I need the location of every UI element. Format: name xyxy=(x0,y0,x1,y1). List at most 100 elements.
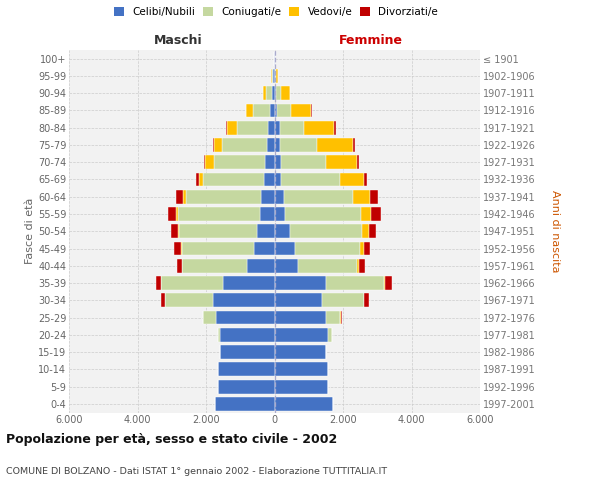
Bar xyxy=(182,259,247,272)
Bar xyxy=(322,294,364,307)
Bar xyxy=(280,138,317,152)
Bar xyxy=(203,310,216,324)
Bar xyxy=(262,190,275,203)
Bar xyxy=(334,121,336,134)
Bar xyxy=(291,104,311,118)
Bar xyxy=(275,224,290,238)
Bar xyxy=(215,397,275,411)
Bar xyxy=(216,310,275,324)
Bar xyxy=(254,242,275,256)
Bar xyxy=(362,224,368,238)
Bar xyxy=(178,224,179,238)
Y-axis label: Fasce di età: Fasce di età xyxy=(25,198,35,264)
Bar xyxy=(281,172,340,186)
Bar xyxy=(275,156,281,169)
Bar xyxy=(266,86,272,100)
Bar xyxy=(275,294,322,307)
Bar xyxy=(326,156,356,169)
Bar xyxy=(276,69,278,83)
Bar xyxy=(223,276,275,290)
Bar xyxy=(218,328,220,342)
Bar xyxy=(304,121,334,134)
Bar xyxy=(246,104,253,118)
Text: Maschi: Maschi xyxy=(154,34,203,46)
Bar xyxy=(175,242,181,256)
Bar xyxy=(276,86,281,100)
Bar xyxy=(213,138,214,152)
Bar xyxy=(226,121,227,134)
Bar xyxy=(340,310,341,324)
Bar xyxy=(275,259,298,272)
Bar xyxy=(247,259,275,272)
Bar xyxy=(177,259,182,272)
Bar xyxy=(182,242,254,256)
Bar xyxy=(340,172,364,186)
Bar xyxy=(361,207,371,221)
Bar xyxy=(384,276,385,290)
Bar xyxy=(280,121,304,134)
Bar xyxy=(271,69,272,83)
Bar xyxy=(295,242,360,256)
Bar xyxy=(311,104,312,118)
Bar xyxy=(265,156,275,169)
Bar xyxy=(284,190,353,203)
Bar xyxy=(370,190,378,203)
Bar xyxy=(364,172,367,186)
Y-axis label: Anni di nascita: Anni di nascita xyxy=(550,190,560,272)
Bar xyxy=(359,259,365,272)
Bar xyxy=(275,328,328,342)
Bar xyxy=(353,190,370,203)
Bar xyxy=(290,224,362,238)
Text: Femmine: Femmine xyxy=(338,34,403,46)
Bar xyxy=(298,259,357,272)
Bar xyxy=(356,259,359,272)
Bar xyxy=(275,380,328,394)
Bar xyxy=(275,362,328,376)
Bar xyxy=(203,156,205,169)
Bar xyxy=(218,380,275,394)
Bar xyxy=(214,156,265,169)
Bar xyxy=(176,190,183,203)
Bar xyxy=(364,294,368,307)
Bar xyxy=(277,104,291,118)
Bar xyxy=(186,190,262,203)
Bar xyxy=(253,104,270,118)
Bar xyxy=(275,104,277,118)
Bar xyxy=(275,190,284,203)
Bar xyxy=(275,138,280,152)
Bar xyxy=(275,276,326,290)
Bar xyxy=(223,138,267,152)
Bar xyxy=(281,156,326,169)
Bar xyxy=(272,69,274,83)
Bar xyxy=(371,207,380,221)
Bar xyxy=(171,224,178,238)
Bar xyxy=(220,345,275,359)
Legend: Celibi/Nubili, Coniugati/e, Vedovi/e, Divorziati/e: Celibi/Nubili, Coniugati/e, Vedovi/e, Di… xyxy=(112,5,440,20)
Bar xyxy=(275,397,333,411)
Bar xyxy=(203,172,264,186)
Bar xyxy=(275,345,326,359)
Bar xyxy=(270,104,275,118)
Bar xyxy=(227,121,237,134)
Bar xyxy=(178,207,260,221)
Bar xyxy=(183,190,186,203)
Bar xyxy=(385,276,392,290)
Bar xyxy=(368,224,376,238)
Bar xyxy=(356,156,359,169)
Bar xyxy=(275,121,280,134)
Bar xyxy=(260,207,275,221)
Bar xyxy=(364,242,370,256)
Bar xyxy=(257,224,275,238)
Bar xyxy=(237,121,268,134)
Bar xyxy=(161,276,223,290)
Bar xyxy=(286,207,361,221)
Bar xyxy=(275,207,286,221)
Bar xyxy=(157,276,161,290)
Bar xyxy=(199,172,203,186)
Bar xyxy=(214,138,223,152)
Bar xyxy=(360,242,364,256)
Bar xyxy=(281,86,290,100)
Bar xyxy=(317,138,353,152)
Bar xyxy=(161,294,165,307)
Bar xyxy=(218,362,275,376)
